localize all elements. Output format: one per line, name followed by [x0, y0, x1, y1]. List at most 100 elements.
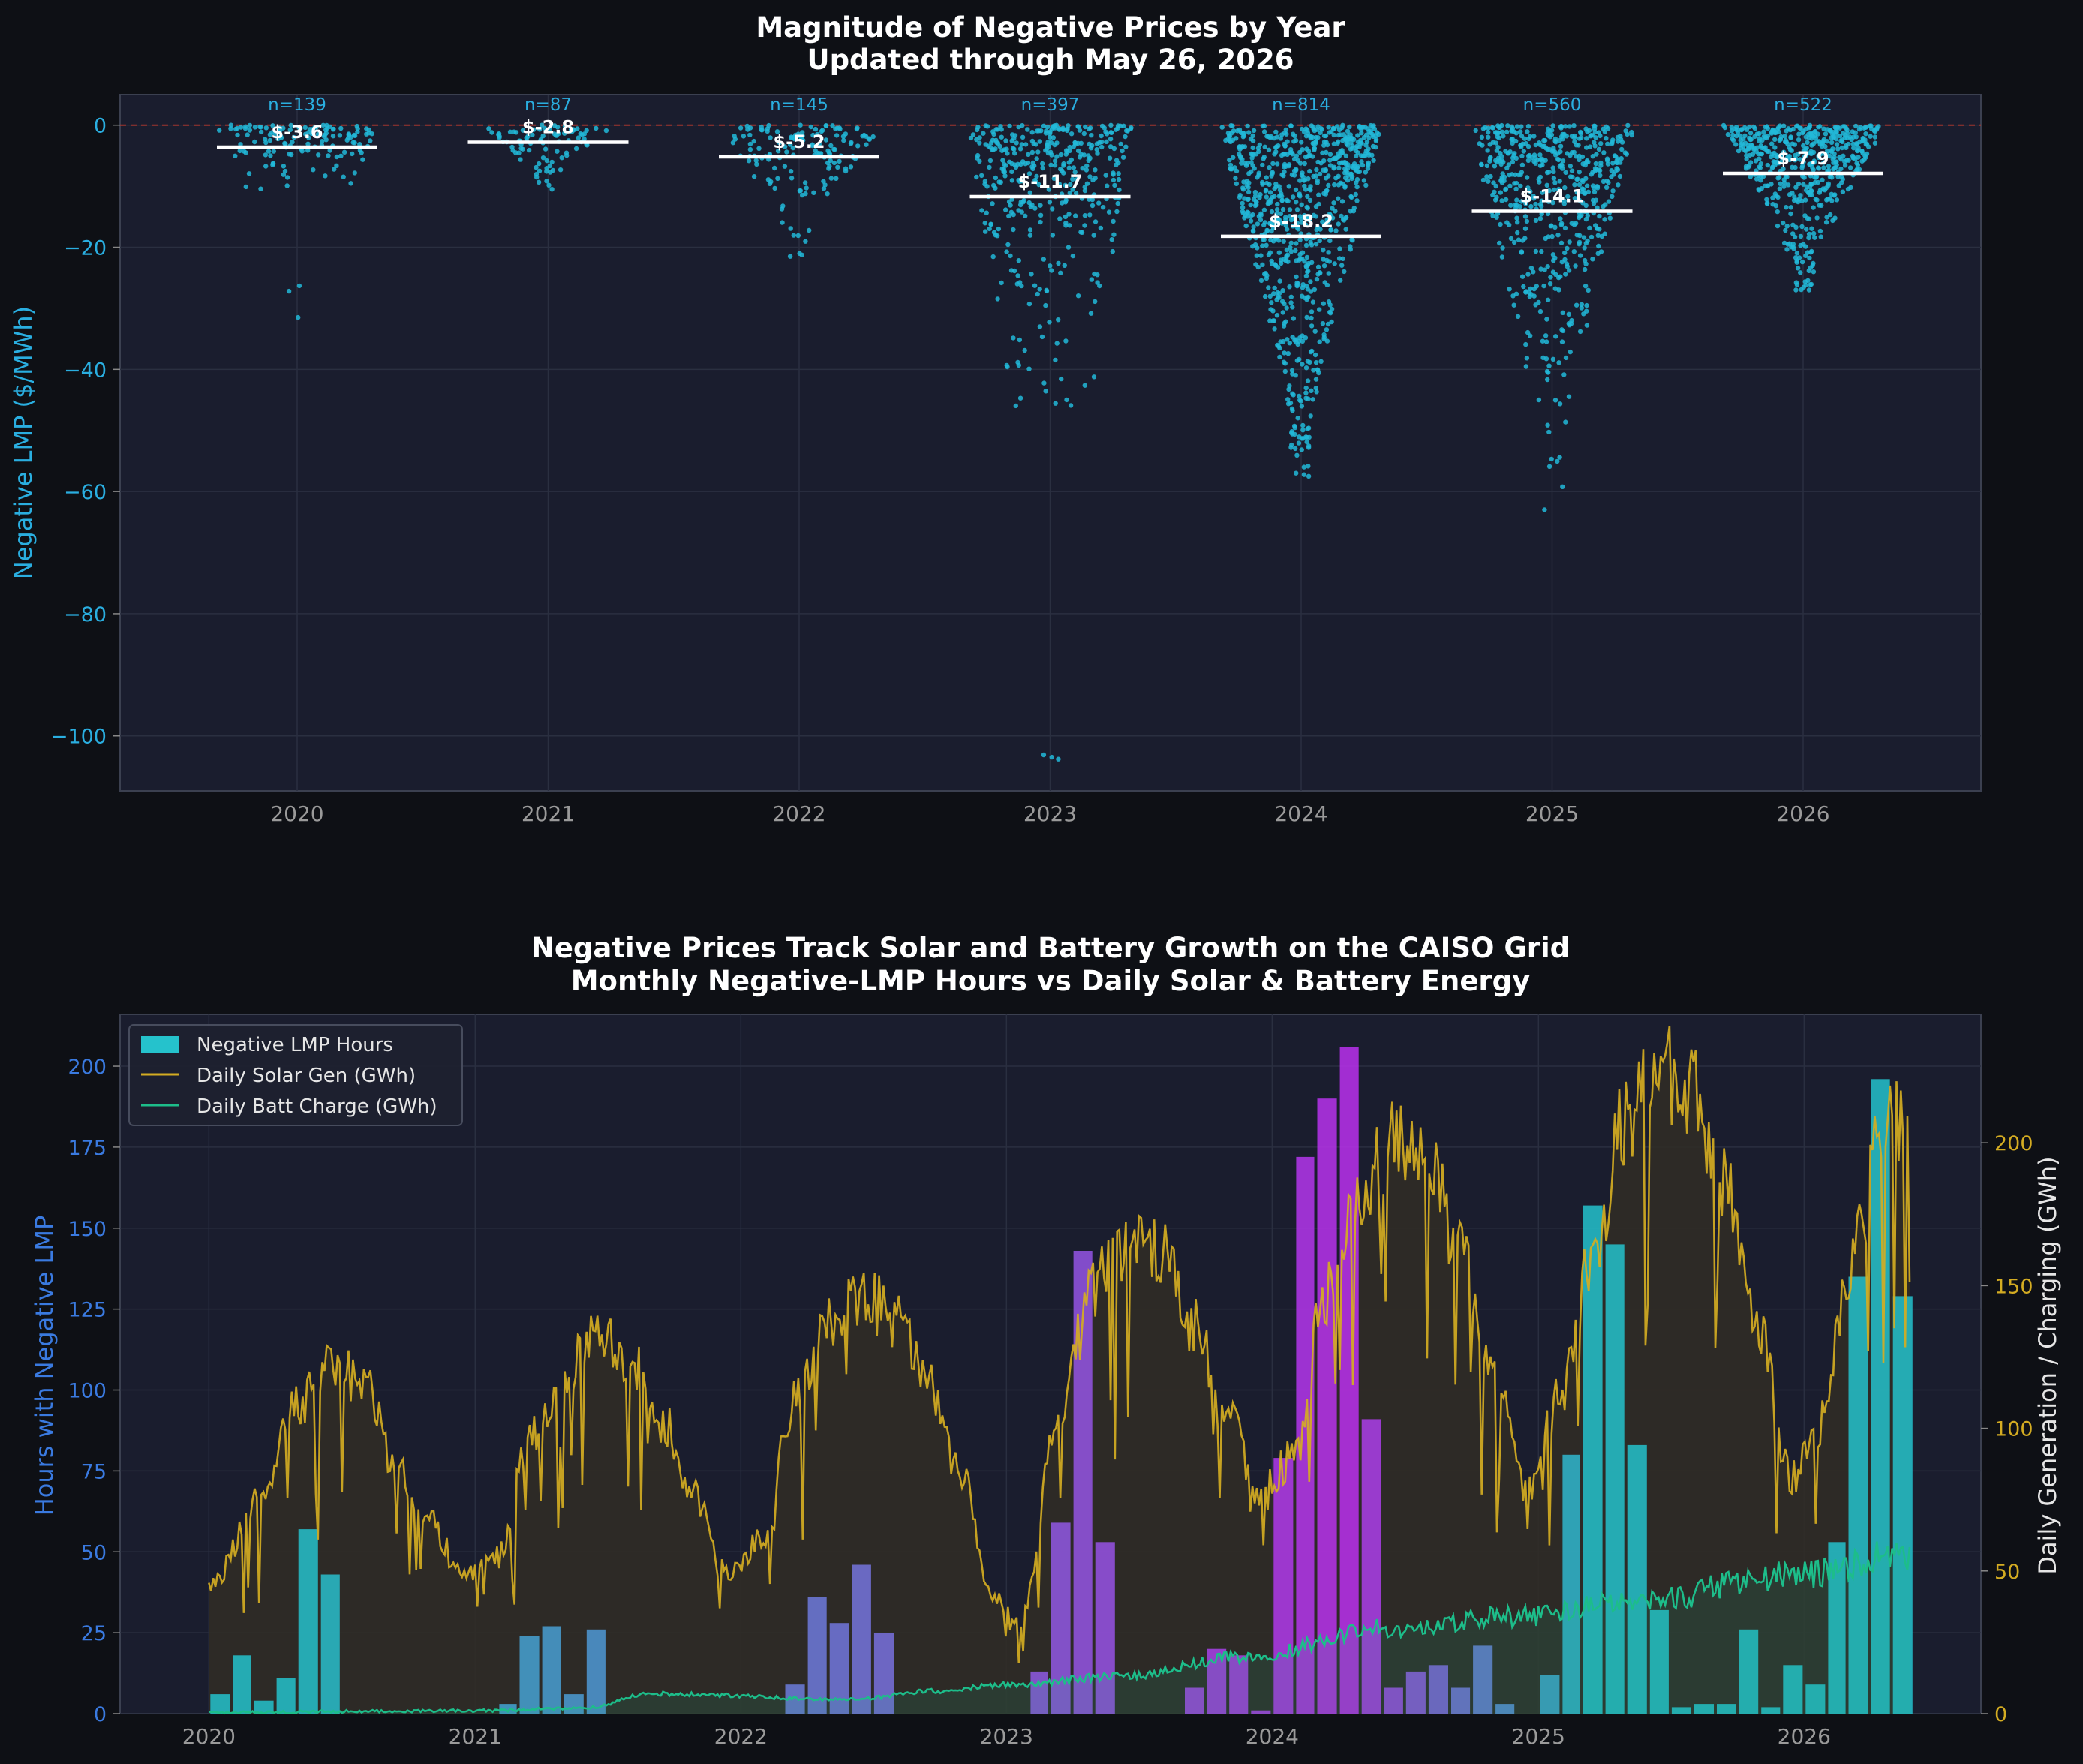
strip-point	[1308, 279, 1313, 284]
strip-point	[1533, 302, 1538, 308]
strip-point	[1063, 338, 1069, 344]
strip-point	[1009, 178, 1015, 183]
strip-point	[834, 176, 839, 181]
strip-point	[1311, 368, 1316, 373]
strip-point	[1290, 391, 1295, 396]
combo-chart: Negative Prices Track Solar and Battery …	[30, 932, 2062, 1749]
strip-point	[1571, 249, 1577, 254]
strip-point	[1297, 252, 1303, 257]
strip-point	[1528, 134, 1533, 139]
strip-point	[544, 166, 549, 171]
strip-point	[1017, 179, 1023, 184]
strip-point	[1295, 416, 1300, 421]
strip-point	[1794, 282, 1800, 287]
strip-point	[747, 146, 753, 152]
strip-point	[1348, 244, 1353, 249]
strip-point	[1830, 156, 1835, 161]
strip-point	[1340, 217, 1346, 222]
strip-point	[1594, 184, 1600, 189]
strip-point	[1516, 237, 1522, 242]
strip-point	[1309, 260, 1315, 266]
strip-point	[1825, 197, 1831, 202]
strip-point	[1050, 233, 1056, 238]
strip-point	[1287, 341, 1293, 346]
strip-point	[1251, 224, 1256, 230]
strip-point	[1033, 179, 1038, 185]
strip-point	[1312, 352, 1318, 358]
strip-point	[1011, 335, 1016, 341]
strip-point	[1105, 183, 1110, 188]
strip-point	[1281, 359, 1287, 365]
strip-point	[810, 143, 816, 149]
strip-point	[1823, 220, 1829, 225]
strip-point	[1289, 368, 1295, 374]
strip-point	[1307, 359, 1312, 365]
strip-point	[352, 170, 357, 176]
strip-point	[1533, 218, 1539, 223]
strip-point	[1267, 200, 1273, 206]
strip-point	[1303, 390, 1309, 395]
strip-point	[518, 157, 523, 162]
strip-point	[1346, 136, 1352, 142]
neg-hours-bar	[1694, 1704, 1714, 1714]
strip-point	[1035, 291, 1040, 297]
strip-point	[1315, 135, 1321, 140]
strip-point	[1598, 249, 1604, 254]
strip-point	[1317, 238, 1322, 243]
strip-point	[1111, 232, 1117, 237]
neg-hours-bar	[1361, 1419, 1381, 1714]
strip-point	[1769, 141, 1775, 146]
strip-point	[1846, 141, 1851, 147]
strip-point	[1855, 162, 1861, 168]
strip-point	[334, 163, 339, 168]
strip-point	[1308, 349, 1314, 355]
strip-point	[1544, 317, 1549, 322]
strip-point	[1528, 266, 1534, 271]
strip-point	[327, 148, 332, 153]
strip-point	[1294, 207, 1300, 212]
neg-hours-bar	[1339, 1047, 1359, 1714]
strip-point	[1313, 214, 1319, 219]
strip-point	[1308, 289, 1314, 294]
strip-point	[1290, 371, 1295, 377]
strip-point	[1006, 213, 1011, 219]
strip-point	[278, 134, 284, 139]
strip-point	[286, 288, 292, 294]
strip-point	[800, 133, 805, 139]
strip-point	[1233, 176, 1238, 181]
strip-point	[1261, 129, 1267, 134]
strip-point	[1798, 193, 1803, 198]
strip-point	[520, 146, 525, 152]
strip-point	[1587, 225, 1592, 230]
strip-point	[1255, 245, 1260, 251]
strip-point	[1034, 173, 1039, 179]
strip-point	[1263, 271, 1268, 276]
strip-point	[1598, 163, 1604, 168]
strip-point	[1287, 383, 1292, 389]
strip-y-axis-label: Negative LMP ($/MWh)	[9, 306, 38, 579]
strip-point	[268, 153, 273, 158]
strip-point	[1097, 283, 1102, 289]
strip-point	[1275, 161, 1280, 167]
strip-point	[1505, 123, 1510, 128]
strip-point	[1565, 151, 1570, 156]
strip-point	[1353, 167, 1359, 173]
strip-point	[1329, 319, 1334, 325]
strip-point	[1348, 171, 1354, 177]
strip-point	[1328, 227, 1334, 233]
strip-point	[1226, 133, 1232, 138]
strip-point	[1856, 155, 1861, 160]
strip-point	[995, 140, 1001, 146]
strip-point	[1772, 137, 1778, 142]
strip-point	[1227, 158, 1232, 163]
strip-point	[1592, 189, 1598, 194]
strip-point	[1075, 293, 1081, 299]
strip-point	[1291, 423, 1297, 429]
strip-point	[1507, 149, 1513, 155]
strip-point	[1602, 217, 1607, 222]
strip-point	[746, 158, 752, 164]
strip-point	[1615, 156, 1620, 161]
strip-point	[1299, 140, 1304, 145]
strip-point	[1754, 176, 1760, 182]
